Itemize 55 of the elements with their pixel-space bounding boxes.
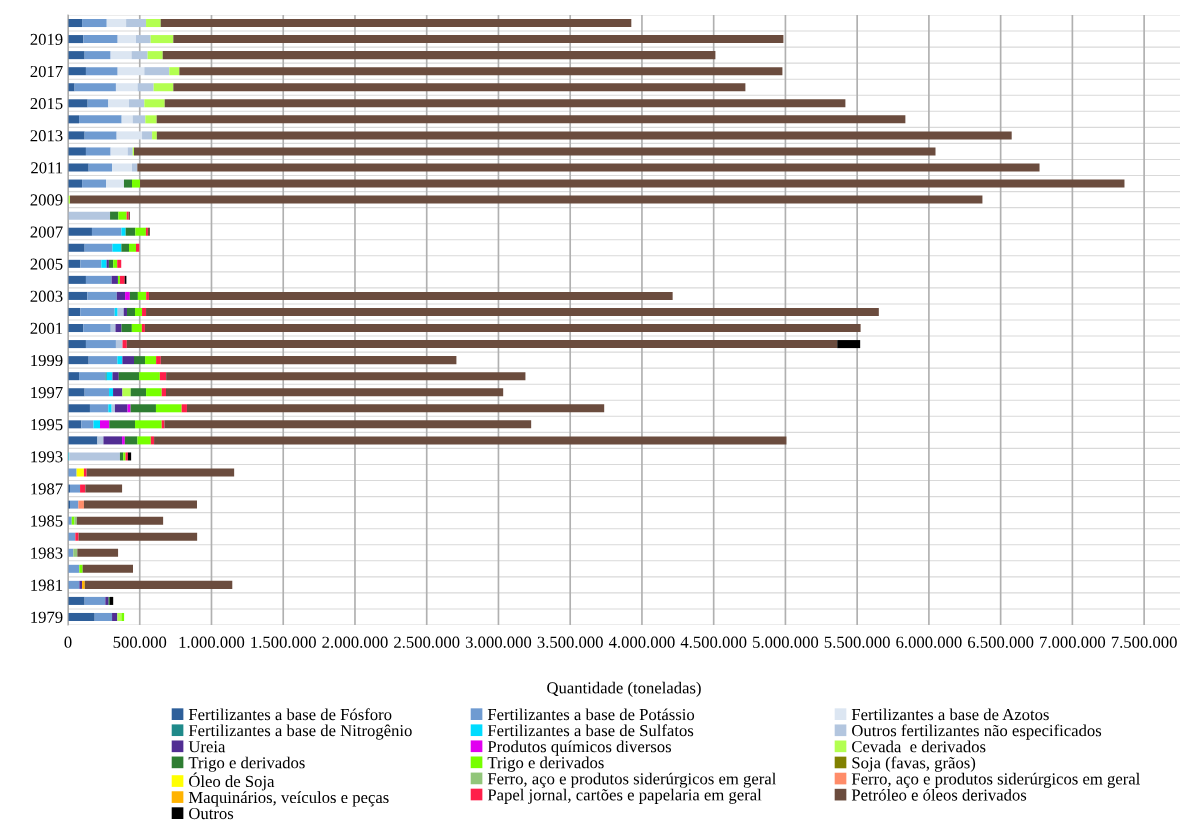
x-tick-label: 5.000.000 [753,636,819,648]
legend-label: Maquinários, veículos e peças [188,791,389,807]
y-tick-label: 2011 [31,162,63,174]
legend-label: Fertilizantes a base de Potássio [487,708,695,721]
x-tick-label: 3.500.000 [537,636,603,648]
y-tick-label: 2019 [30,33,63,46]
y-tick-label: 1993 [31,451,63,463]
x-tick-label: 2.500.000 [394,636,460,648]
y-tick-label: 1981 [31,579,63,591]
y-tick-label: 2001 [30,322,63,334]
x-tick-label: 4.500.000 [680,636,747,648]
x-tick-label: 500.000 [113,636,167,648]
y-tick-label: 2005 [30,258,63,270]
legend-label: Fertilizantes a base de Fósforo [188,708,392,721]
legend-label: Papel jornal, cartões e papelaria em geral [487,788,762,804]
legend-label: Fertilizantes a base de Nitrogênio [188,724,412,740]
y-tick-label: 2017 [30,65,63,78]
y-tick-label: 2015 [30,97,63,110]
y-tick-label: 1997 [31,386,63,399]
x-tick-label: 1.000.000 [179,636,245,648]
legend-label: Ureia [188,741,226,753]
x-tick-label: 4.000.000 [608,636,675,648]
legend-label: Soja (favas, grãos) [852,756,976,772]
y-tick-label: 1985 [31,515,63,527]
x-tick-label: 6.500.000 [968,636,1034,648]
x-tick-label: 5.500.000 [824,636,890,648]
x-tick-label: 1.500.000 [251,636,316,648]
x-tick-label: 6.000.000 [896,636,962,648]
x-tick-label: 7.500.000 [1111,636,1177,648]
legend-label: Ferro, aço e produtos siderúrgicos em geral [487,772,777,788]
legend-label: Trigo e derivados [188,756,305,772]
legend-label: Outros fertilizantes não especificados [852,724,1102,740]
x-tick-label: 3.000.000 [465,636,532,648]
y-tick-label: 1999 [31,354,63,367]
x-tick-label: 2.000.000 [322,636,388,648]
legend-label: Petróleo e óleos derivados [851,788,1027,801]
legend-label: Trigo e derivados [487,756,604,772]
legend-label: Outros [189,807,234,820]
y-tick-label: 1987 [31,483,63,495]
y-tick-label: 1995 [31,419,63,431]
y-tick-label: 2007 [30,226,63,238]
legend-label: Fertilizantes a base de Azotos [851,708,1049,721]
y-tick-label: 2009 [30,194,63,206]
x-axis-title: Quantidade (toneladas) [547,681,701,697]
legend-label: Produtos químicos diversos [487,740,672,756]
legend-label: Ferro, aço e produtos siderúrgicos em geral [851,772,1140,788]
legend-label: Óleo de Soja [189,772,275,791]
x-tick-label: 0 [64,636,72,648]
y-tick-label: 1983 [31,547,63,559]
legend-label: Fertilizantes a base de Sulfatos [487,724,694,737]
y-tick-label: 1979 [31,611,63,623]
y-tick-label: 2003 [30,290,63,302]
y-tick-label: 2013 [30,130,63,142]
legend-label: Cevada e derivados [852,740,986,753]
x-tick-label: 7.000.000 [1040,636,1106,648]
